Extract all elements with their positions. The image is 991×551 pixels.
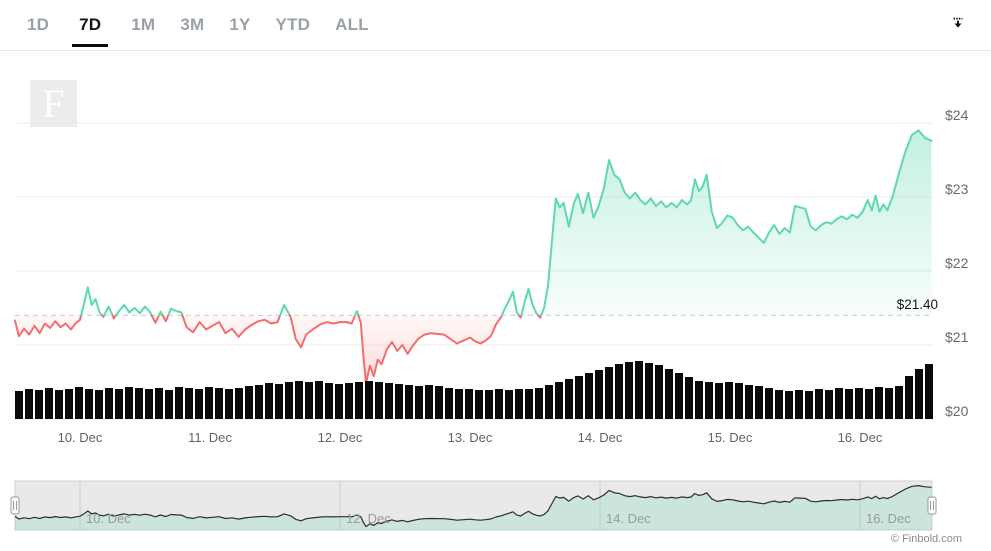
header-separator bbox=[0, 50, 991, 51]
download-chart-button[interactable] bbox=[945, 10, 971, 36]
download-icon bbox=[953, 17, 963, 28]
navigator-left-handle[interactable] bbox=[10, 496, 20, 515]
price-area-fills bbox=[15, 130, 932, 384]
logo-letter: F bbox=[42, 81, 65, 126]
range-tab-7d[interactable]: 7D bbox=[72, 15, 109, 47]
volume-bars bbox=[15, 361, 933, 419]
range-tab-ytd[interactable]: YTD bbox=[274, 15, 313, 47]
range-selector: 1D 7D 1M 3M 1Y YTD ALL bbox=[25, 0, 371, 47]
finbold-credit: © Finbold.com bbox=[890, 533, 962, 545]
navigator[interactable] bbox=[10, 480, 937, 531]
price-line bbox=[14, 129, 933, 385]
range-tab-3m[interactable]: 3M bbox=[178, 15, 206, 47]
range-tab-all[interactable]: ALL bbox=[333, 15, 371, 47]
range-tab-1y[interactable]: 1Y bbox=[227, 15, 252, 47]
range-tab-1d[interactable]: 1D bbox=[25, 15, 51, 47]
current-price-label: $21.40 bbox=[896, 297, 938, 312]
navigator-track[interactable] bbox=[14, 480, 933, 531]
navigator-right-handle[interactable] bbox=[927, 496, 937, 515]
range-tab-1m[interactable]: 1M bbox=[129, 15, 157, 47]
finbold-logo-watermark: F bbox=[30, 80, 77, 127]
